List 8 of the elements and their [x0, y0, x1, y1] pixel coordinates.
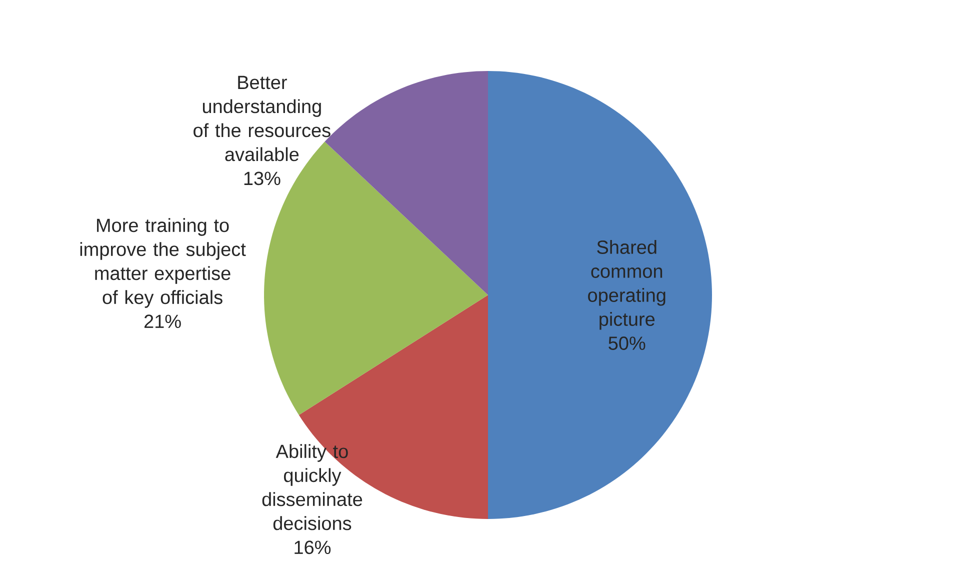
slice-label: Ability to quickly disseminate decisions — [262, 444, 362, 530]
data-label: 21% — [144, 314, 181, 328]
data-label: 50% — [608, 336, 646, 350]
data-label: 16% — [294, 540, 331, 554]
slice-label: More training to improve the subject matter expertise of key officials — [80, 218, 246, 308]
slice-label: Shared common operating picture — [588, 240, 666, 330]
slice-label: Better understanding of the resources available — [194, 76, 330, 162]
data-label: 13% — [244, 172, 280, 186]
